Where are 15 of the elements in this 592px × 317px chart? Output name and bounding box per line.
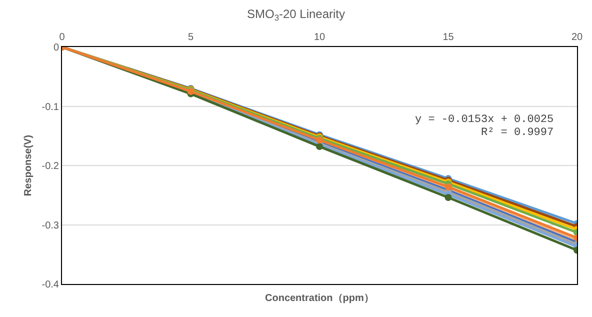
x-tick-label: 10 <box>314 32 326 43</box>
y-tick-label: -0.2 <box>42 161 60 172</box>
y-tick-label: -0.3 <box>42 220 60 232</box>
x-tick-label: 15 <box>442 32 454 43</box>
y-tick-label: -0.1 <box>42 102 60 113</box>
annotation: R² = 0.9997 <box>481 127 554 139</box>
x-axis-title: Concentration（ppm） <box>265 293 374 304</box>
y-axis-title: Response(V) <box>22 134 34 196</box>
x-tick-label: 5 <box>188 32 194 43</box>
y-tick-label: -0.4 <box>42 280 60 290</box>
x-tick-label: 20 <box>571 32 583 43</box>
annotation: y = -0.0153x + 0.0025 <box>415 114 554 126</box>
y-tick-label: 0 <box>53 42 60 54</box>
point <box>444 194 452 201</box>
chart-title: SMO$_{3}$-20 Linearity <box>246 6 346 22</box>
